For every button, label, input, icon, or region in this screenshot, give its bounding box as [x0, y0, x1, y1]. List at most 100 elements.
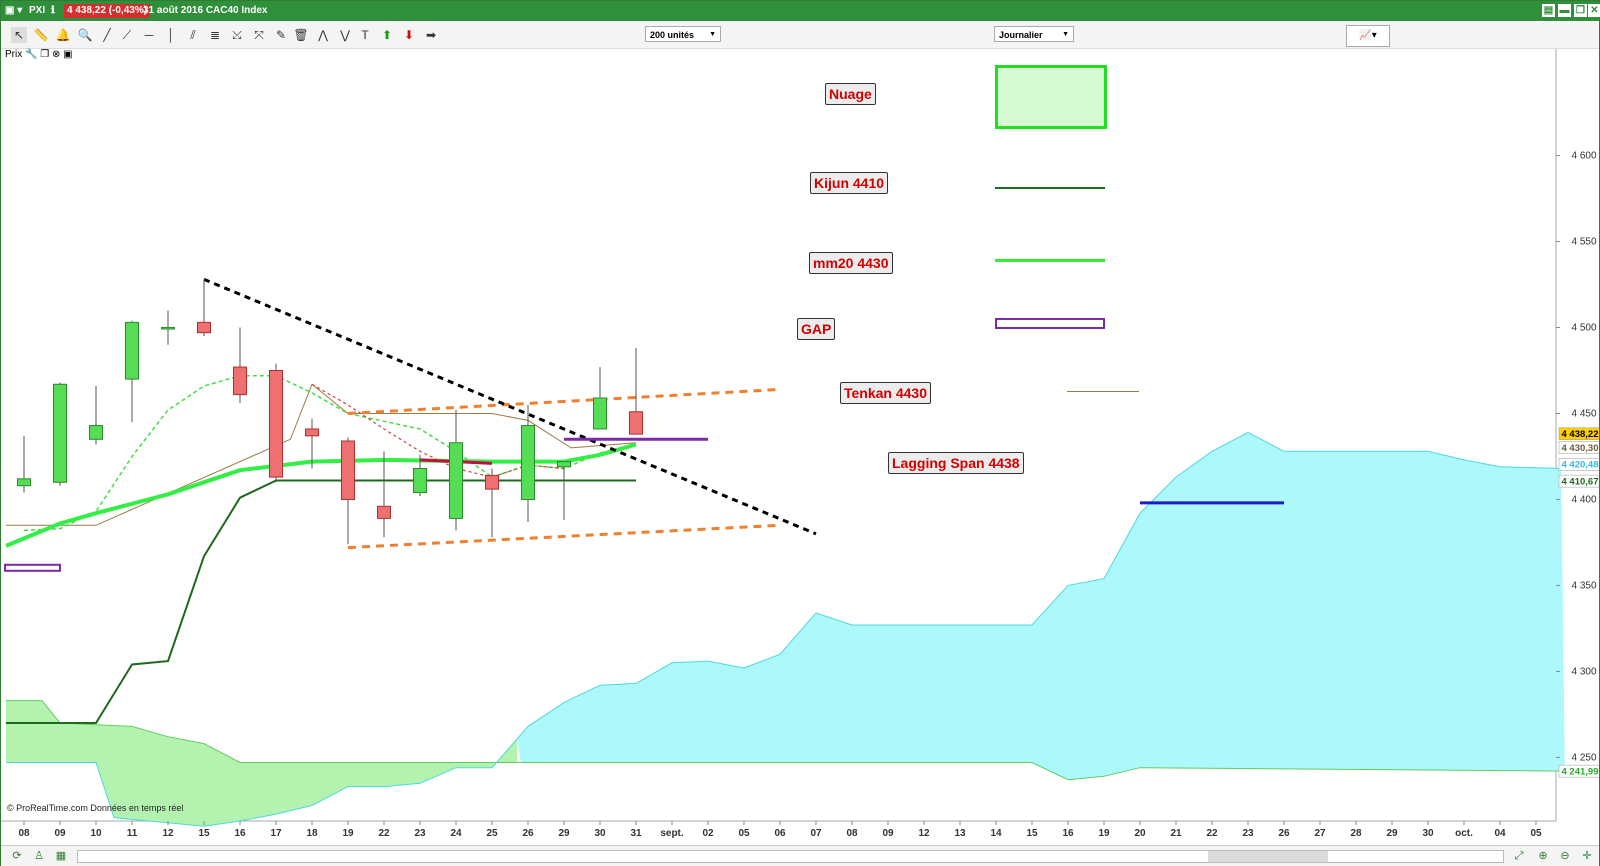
x-tick-label: 08 — [18, 828, 30, 839]
gann-icon[interactable]: ⤧ — [254, 28, 264, 42]
source-credit: © ProRealTime.com Données en temps réel — [7, 803, 183, 813]
mm20-line — [5, 442, 637, 548]
options-icon[interactable]: ▣ — [63, 49, 73, 60]
y-tick-label: 4 250 — [1571, 752, 1596, 763]
text-tool-icon[interactable]: T — [361, 28, 369, 42]
price-tag — [1558, 441, 1599, 454]
zoom-in-icon[interactable]: ⊕ — [1538, 850, 1548, 862]
scrollbar-thumb[interactable] — [1208, 851, 1328, 862]
info-icon[interactable]: ℹ — [51, 5, 55, 16]
window-icon[interactable]: ❐ — [40, 49, 50, 60]
y-tick-label: 4 600 — [1571, 151, 1596, 162]
polyline-icon[interactable]: ⋁ — [340, 28, 350, 42]
units-select[interactable]: 200 unités ▼ — [645, 26, 721, 42]
horizontal-line-icon[interactable]: ─ — [144, 28, 154, 42]
x-tick-label: 10 — [90, 828, 102, 839]
buy-arrow-icon[interactable]: ⬆ — [381, 28, 393, 42]
candle — [17, 478, 31, 487]
x-tick-label: 05 — [1530, 828, 1542, 839]
x-tick-label: 12 — [918, 828, 930, 839]
trendline-icon[interactable]: ⟋ — [122, 28, 132, 42]
title-bar: ▣ ▾ PXI ℹ 4 438,22 (-0,43%) 31 août 2016… — [1, 1, 1600, 21]
chart-description: 31 août 2016 CAC40 Index — [143, 5, 268, 16]
layout-button[interactable]: ▤ — [1542, 4, 1555, 17]
symbol-label: PXI — [29, 5, 46, 16]
eraser-icon[interactable]: ✎ — [275, 28, 287, 42]
x-tick-label: 30 — [1422, 828, 1434, 839]
candle — [593, 397, 607, 430]
price-chart[interactable]: 08 09 10 11 12 15 16 17 18 19 22 23 24 25 26 29 30 31 sept… — [1, 49, 1599, 845]
zoom-fit-icon[interactable]: ⤢ — [1514, 850, 1524, 862]
horizontal-scrollbar[interactable] — [77, 850, 1504, 863]
x-tick-label: 04 — [1494, 828, 1506, 839]
y-tick-label: 4 400 — [1571, 494, 1596, 505]
legend-label: mm20 4430 — [809, 252, 893, 274]
close-button[interactable]: ✕ — [1588, 4, 1600, 17]
fibonacci-icon[interactable]: ≣ — [209, 28, 221, 42]
chart-settings-icon: 📈▾ — [1359, 30, 1377, 41]
close-pane-icon[interactable]: ⊗ — [52, 49, 61, 60]
x-tick-label: 26 — [522, 828, 534, 839]
x-tick-label: 14 — [990, 828, 1002, 839]
candle — [557, 461, 571, 468]
vertical-line-icon[interactable]: │ — [167, 28, 175, 42]
window-menu-icon[interactable]: ▣ ▾ — [5, 5, 23, 16]
x-tick-label: 07 — [810, 828, 822, 839]
x-tick-label: 29 — [558, 828, 570, 839]
grid-icon[interactable]: ▦ — [55, 850, 67, 862]
legend-label: Nuage — [825, 83, 876, 105]
cloud-bearish — [517, 432, 1565, 780]
period-select[interactable]: Journalier ▼ — [994, 26, 1074, 42]
crosshair-icon[interactable]: ✛ — [1582, 850, 1592, 862]
x-tick-label: 26 — [1278, 828, 1290, 839]
price-tag-label: 4 438,22 — [1562, 429, 1599, 440]
legend-label: Kijun 4410 — [810, 172, 889, 194]
chart-tools-button[interactable]: 📈▾ — [1346, 25, 1390, 47]
alert-bell-icon[interactable]: 🔔 — [55, 28, 71, 42]
x-tick-label: 23 — [1242, 828, 1254, 839]
x-tick-label: 22 — [378, 828, 390, 839]
x-tick-label: 09 — [882, 828, 894, 839]
candle — [233, 366, 247, 396]
price-tag-label: 4 410,67 — [1562, 477, 1599, 488]
candle — [161, 327, 175, 330]
x-tick-label: 16 — [1062, 828, 1074, 839]
sell-arrow-icon[interactable]: ⬇ — [403, 28, 415, 42]
legend-swatch — [995, 65, 1107, 129]
legend-label: Tenkan 4430 — [840, 382, 932, 404]
candle — [521, 425, 535, 500]
units-select-value: 200 unités — [650, 30, 695, 40]
channel-icon[interactable]: ⫽ — [190, 28, 196, 42]
refresh-icon[interactable]: ⟳ — [12, 850, 22, 862]
x-tick-label: 27 — [1314, 828, 1326, 839]
segment-icon[interactable]: ╱ — [103, 28, 111, 42]
y-tick-label: 4 300 — [1571, 666, 1596, 677]
bottom-bar: ⟳ ♙ ▦ ⤢ ⊕ ⊖ ✛ — [1, 845, 1599, 866]
channel-lower — [347, 523, 781, 550]
legend-swatch — [995, 259, 1105, 262]
x-tick-label: 28 — [1350, 828, 1362, 839]
zoom-icon[interactable]: 🔍 — [77, 28, 93, 42]
ruler-icon[interactable]: 📏 — [33, 28, 49, 42]
minimize-button[interactable]: ▬ — [1558, 4, 1571, 17]
arrow-right-icon[interactable]: ➡ — [425, 28, 437, 42]
y-tick-label: 4 350 — [1571, 580, 1596, 591]
fan-icon[interactable]: ⤩ — [232, 28, 242, 42]
restore-button[interactable]: ❐ — [1574, 4, 1587, 17]
x-tick-label: 22 — [1206, 828, 1218, 839]
pattern-icon[interactable]: ⋀ — [318, 28, 328, 42]
pointer-icon[interactable]: ↖ — [11, 27, 27, 43]
drawing-toolbar: ↖ 📏 🔔 🔍 ╱ ⟋ ─ │ ⫽ ≣ ⤩ ⤧ ✎ 🗑 ⋀ ⋁ T ⬆ ⬇ ➡ … — [1, 22, 1599, 49]
x-tick-label: 20 — [1134, 828, 1146, 839]
wrench-icon[interactable]: 🔧 — [25, 49, 38, 60]
x-tick-label: 30 — [594, 828, 606, 839]
zoom-out-icon[interactable]: ⊖ — [1560, 850, 1570, 862]
candle — [269, 370, 283, 478]
trash-icon[interactable]: 🗑 — [293, 28, 309, 42]
x-tick-label: 19 — [342, 828, 354, 839]
price-tag-label: 4 430,30 — [1562, 443, 1599, 454]
user-icon[interactable]: ♙ — [34, 850, 44, 862]
x-tick-label: sept. — [660, 828, 684, 839]
price-pane-label: Prix — [5, 49, 23, 60]
